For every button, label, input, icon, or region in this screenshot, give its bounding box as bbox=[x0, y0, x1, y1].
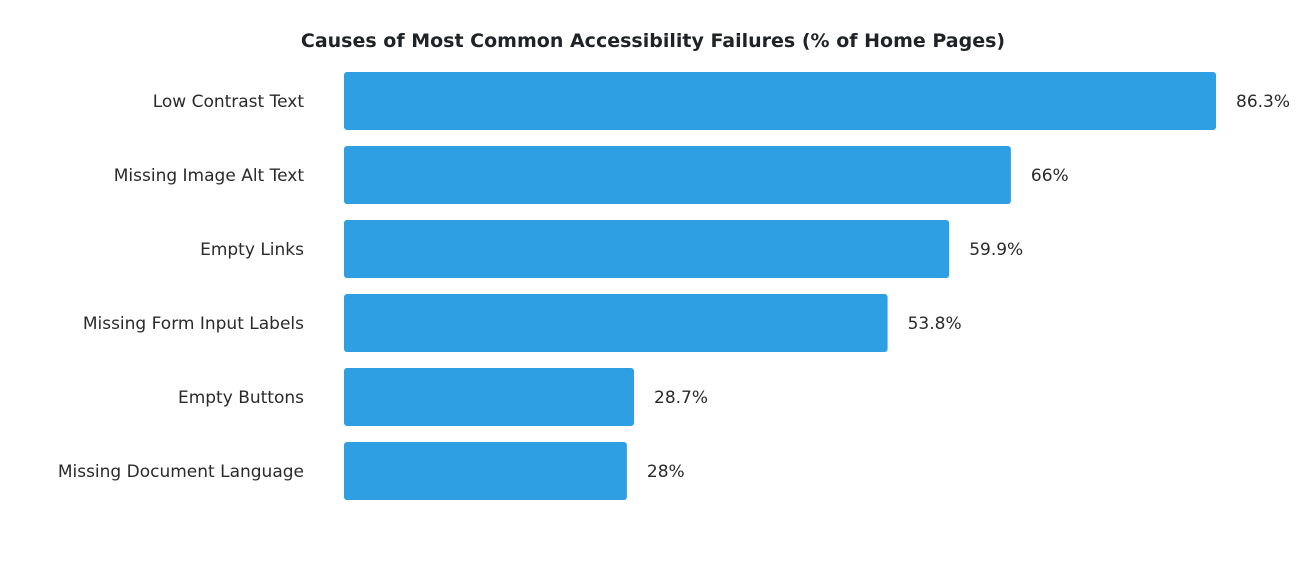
value-label-4: 28.7% bbox=[654, 388, 708, 408]
bar-0 bbox=[344, 72, 1216, 130]
bars-group: Low Contrast Text 86.3% Missing Image Alt … bbox=[58, 72, 1290, 500]
chart-title: Causes of Most Common Accessibility Fail… bbox=[301, 30, 1005, 52]
bar-4 bbox=[344, 368, 634, 426]
category-label-2: Empty Links bbox=[200, 240, 304, 260]
value-label-3: 53.8% bbox=[908, 314, 962, 334]
bar-1 bbox=[344, 146, 1011, 204]
bar-5 bbox=[344, 442, 627, 500]
bar-3 bbox=[344, 294, 888, 352]
category-label-3: Missing Form Input Labels bbox=[83, 314, 304, 334]
value-label-1: 66% bbox=[1031, 166, 1069, 186]
category-label-1: Missing Image Alt Text bbox=[114, 166, 305, 186]
bar-2 bbox=[344, 220, 950, 278]
value-label-5: 28% bbox=[647, 462, 685, 482]
category-label-0: Low Contrast Text bbox=[153, 92, 305, 112]
category-label-4: Empty Buttons bbox=[178, 388, 304, 408]
value-label-2: 59.9% bbox=[969, 240, 1023, 260]
value-label-0: 86.3% bbox=[1236, 92, 1290, 112]
category-label-5: Missing Document Language bbox=[58, 462, 304, 482]
